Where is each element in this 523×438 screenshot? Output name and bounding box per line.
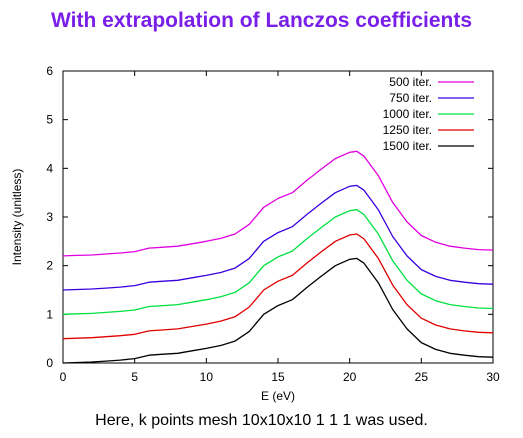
slide-title: With extrapolation of Lanczos coefficien…: [50, 9, 473, 32]
y-tick-label: 3: [46, 210, 53, 224]
y-axis-label: Intensity (unitless): [10, 169, 24, 266]
x-axis-label: E (eV): [261, 389, 295, 403]
y-tick-label: 5: [46, 113, 53, 127]
series-line: [62, 257, 494, 364]
x-tick-label: 30: [486, 370, 500, 384]
legend-label: 500 iter.: [389, 75, 432, 89]
series-line: [62, 184, 494, 291]
legend-label: 1500 iter.: [383, 139, 432, 153]
x-tick-label: 0: [60, 370, 67, 384]
x-tick-label: 20: [343, 370, 357, 384]
axis-ticks: 0 5 10 15 20 25 30 0 1 2 3 4 5 6: [46, 64, 500, 384]
x-tick-label: 15: [271, 370, 285, 384]
series-lines: [62, 150, 494, 364]
series-line: [62, 233, 494, 340]
x-tick-label: 25: [415, 370, 429, 384]
series-line: [62, 209, 494, 315]
y-tick-label: 0: [46, 356, 53, 370]
x-tick-label: 5: [131, 370, 138, 384]
legend-label: 1250 iter.: [383, 123, 432, 137]
x-tick-label: 10: [200, 370, 214, 384]
y-tick-label: 6: [46, 64, 53, 78]
y-tick-label: 1: [46, 307, 53, 321]
caption: Here, k points mesh 10x10x10 1 1 1 was u…: [95, 412, 428, 429]
legend: 500 iter. 750 iter. 1000 iter. 1250 iter. 15…: [383, 75, 474, 153]
y-tick-label: 4: [46, 161, 53, 175]
legend-label: 750 iter.: [389, 91, 432, 105]
legend-label: 1000 iter.: [383, 107, 432, 121]
y-tick-label: 2: [46, 259, 53, 273]
series-line: [62, 150, 494, 257]
